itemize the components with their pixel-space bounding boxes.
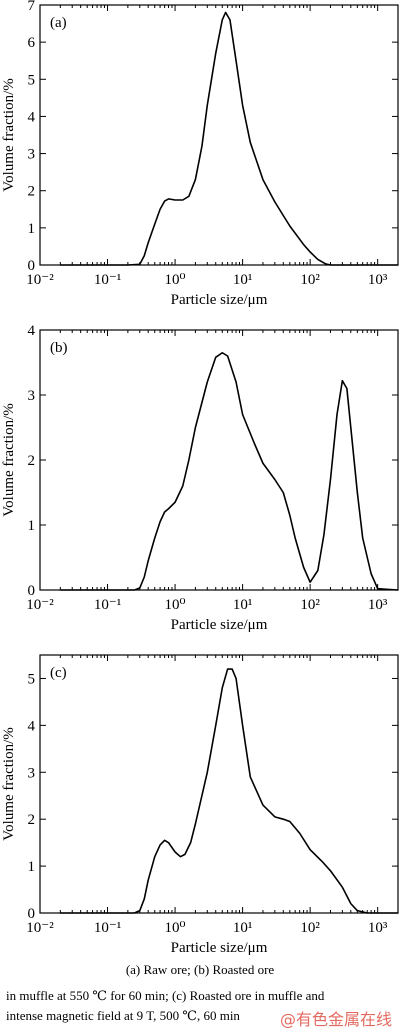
watermark-logo: @有色金属在线 [279, 1010, 392, 1029]
x-tick-label: 10⁻¹ [94, 272, 121, 288]
x-axis-label: Particle size/μm [171, 940, 268, 956]
series-line-1 [60, 351, 399, 591]
figure-caption-line-3: intense magnetic field at 9 T, 500 ℃, 60… [6, 1008, 240, 1023]
x-tick-label: 10² [300, 920, 320, 936]
y-tick-label: 0 [28, 583, 36, 599]
chart-panel-3: 10⁻² 10⁻¹ 10⁰ 10¹ 10² 10³ 0 1 2 3 4 5 Particle size/… [1, 654, 399, 956]
y-tick-label: 5 [28, 671, 36, 687]
y-tick-label: 5 [28, 72, 36, 88]
y-tick-label: 3 [28, 147, 36, 163]
x-tick-label: 10¹ [233, 272, 253, 288]
plot-frame [39, 654, 399, 914]
x-tick-label: 10³ [368, 597, 388, 613]
x-tick-label: 10² [300, 272, 320, 288]
y-tick-label: 4 [28, 323, 36, 339]
plot-frame [39, 329, 399, 591]
y-tick-label: 3 [28, 388, 36, 404]
y-axis-label: Volume fraction/% [1, 403, 17, 516]
y-tick-label: 6 [28, 35, 36, 51]
y-axis-label: Volume fraction/% [1, 727, 17, 840]
y-tick-label: 3 [28, 765, 36, 781]
y-tick-label: 4 [28, 109, 36, 125]
figure-caption-line-1: (a) Raw ore; (b) Roasted ore [125, 962, 275, 977]
plot-frame [39, 4, 399, 266]
x-tick-label: 10¹ [233, 920, 253, 936]
y-tick-label: 0 [28, 906, 36, 922]
x-tick-label: 10⁰ [165, 272, 186, 288]
x-tick-label: 10³ [368, 920, 388, 936]
series-line-1 [60, 11, 398, 266]
series-line-1 [60, 668, 398, 914]
y-tick-label: 1 [28, 859, 36, 875]
x-tick-label: 10⁻¹ [94, 597, 121, 613]
x-tick-label: 10³ [368, 272, 388, 288]
y-tick-label: 2 [28, 184, 36, 200]
x-tick-label: 10⁻² [26, 920, 54, 936]
panel-label: (a) [50, 15, 67, 31]
x-tick-label: 10⁻¹ [94, 920, 121, 936]
x-tick-label: 10⁻² [26, 272, 54, 288]
y-tick-label: 1 [28, 518, 36, 534]
y-tick-label: 0 [28, 258, 36, 274]
x-axis-label: Particle size/μm [171, 617, 268, 633]
x-tick-label: 10⁻² [26, 597, 54, 613]
x-tick-label: 10⁰ [165, 597, 186, 613]
y-tick-label: 1 [28, 221, 36, 237]
x-axis-label: Particle size/μm [171, 292, 268, 308]
figure-panels: 10⁻² 10⁻¹ 10⁰ 10¹ 10² 10³ 0 1 2 3 4 5 6 7 Particle siz… [1, 0, 399, 956]
chart-panel-2: 10⁻² 10⁻¹ 10⁰ 10¹ 10² 10³ 0 1 2 3 4 Particle size/μ… [1, 323, 399, 633]
chart-panel-1: 10⁻² 10⁻¹ 10⁰ 10¹ 10² 10³ 0 1 2 3 4 5 6 7 Particle siz… [1, 0, 399, 308]
y-axis-label: Volume fraction/% [1, 78, 17, 191]
x-tick-label: 10² [300, 597, 320, 613]
panel-label: (b) [50, 340, 68, 356]
y-tick-label: 4 [28, 718, 36, 734]
x-tick-label: 10⁰ [165, 920, 186, 936]
y-tick-label: 2 [28, 812, 36, 828]
panel-label: (c) [50, 665, 67, 681]
x-tick-label: 10¹ [233, 597, 253, 613]
figure-caption-line-2: in muffle at 550 ℃ for 60 min; (c) Roast… [6, 988, 325, 1003]
y-tick-label: 7 [28, 0, 36, 14]
y-tick-label: 2 [28, 453, 36, 469]
